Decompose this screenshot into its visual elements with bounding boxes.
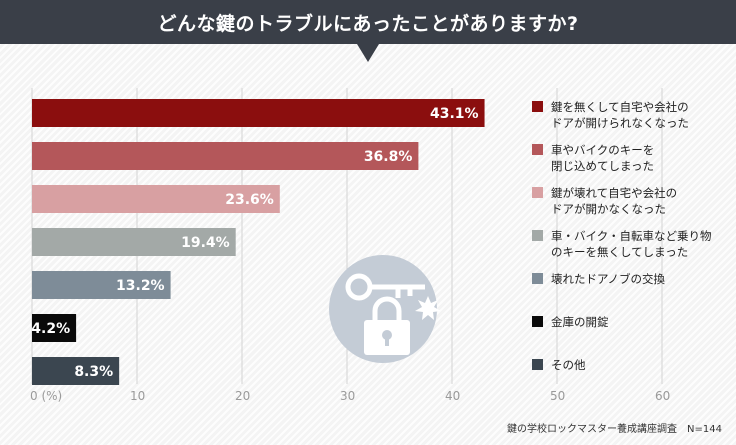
title-banner-pointer xyxy=(357,44,379,62)
legend-label: 閉じ込めてしまった xyxy=(551,159,654,173)
legend-swatch xyxy=(532,144,543,155)
legend-label: ドアが開かなくなった xyxy=(551,202,666,216)
bar xyxy=(32,314,77,342)
x-tick-label: 30 xyxy=(340,389,355,403)
legend-label: 鍵が壊れて自宅や会社の xyxy=(551,186,677,200)
bar-value-label: 13.2% xyxy=(116,278,165,294)
bars: 43.1% 36.8% 23.6% 19.4% 13.2% 4.2% 8.3% xyxy=(31,99,485,385)
bar xyxy=(32,185,280,213)
chart-title: どんな鍵のトラブルにあったことがありますか? xyxy=(157,12,579,35)
bar-value-label: 19.4% xyxy=(181,235,230,251)
legend-label: 車やバイクのキーを xyxy=(551,143,654,157)
legend: 鍵を無くして自宅や会社のドアが開けられなくなった車やバイクのキーを閉じ込めてしま… xyxy=(532,100,712,372)
bar xyxy=(32,142,419,170)
bar-value-label: 4.2% xyxy=(31,321,70,337)
legend-label: のキーを無くしてしまった xyxy=(551,245,688,259)
x-tick-label: 60 xyxy=(655,389,670,403)
x-axis-ticks: 0 (%) 10 20 30 40 50 60 xyxy=(30,389,670,403)
x-tick-label: 20 xyxy=(235,389,250,403)
legend-label: 車・バイク・自転車など乗り物 xyxy=(551,229,712,243)
bar-value-label: 8.3% xyxy=(74,364,113,380)
legend-swatch xyxy=(532,359,543,370)
x-tick-label: 40 xyxy=(445,389,460,403)
bar xyxy=(32,357,120,385)
legend-swatch xyxy=(532,273,543,284)
bar xyxy=(32,99,485,127)
x-tick-label: 10 xyxy=(130,389,145,403)
legend-label: 壊れたドアノブの交換 xyxy=(551,272,665,286)
x-tick-label: 0 (%) xyxy=(30,389,62,403)
legend-label: ドアが開けられなくなった xyxy=(551,116,689,130)
legend-swatch xyxy=(532,316,543,327)
legend-label: 金庫の開錠 xyxy=(551,315,609,329)
legend-swatch xyxy=(532,187,543,198)
source-note: 鍵の学校ロックマスター養成講座調査 N=144 xyxy=(507,424,722,435)
bar-value-label: 23.6% xyxy=(225,192,274,208)
bar xyxy=(32,271,171,299)
legend-label: その他 xyxy=(551,358,586,372)
chart-title-banner: どんな鍵のトラブルにあったことがありますか? xyxy=(0,0,736,44)
bar xyxy=(32,228,236,256)
legend-label: 鍵を無くして自宅や会社の xyxy=(551,100,689,114)
key-lock-emblem-icon xyxy=(329,255,441,363)
legend-swatch xyxy=(532,230,543,241)
x-tick-label: 50 xyxy=(550,389,565,403)
bar-value-label: 36.8% xyxy=(364,149,413,165)
legend-swatch xyxy=(532,101,543,112)
bar-value-label: 43.1% xyxy=(430,106,479,122)
